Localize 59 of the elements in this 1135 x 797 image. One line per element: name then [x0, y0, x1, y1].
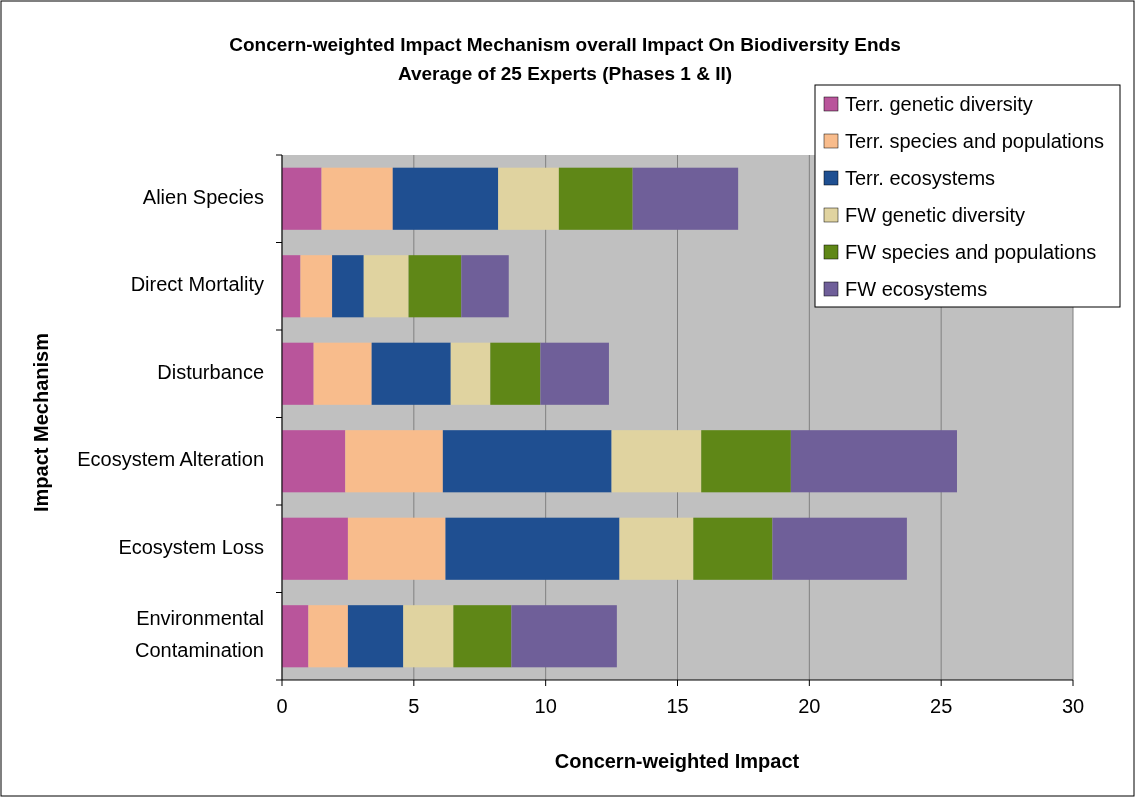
bar	[282, 167, 322, 230]
chart-title: Concern-weighted Impact Mechanism overall Impact On Biodiversity Ends	[229, 34, 901, 55]
bar	[313, 342, 372, 405]
bar	[371, 342, 451, 405]
bar	[450, 342, 491, 405]
y-tick-label: Disturbance	[157, 361, 264, 384]
bar	[347, 517, 446, 580]
x-tick-label: 25	[930, 695, 953, 717]
x-tick-label: 5	[408, 695, 420, 717]
bar	[282, 430, 346, 493]
bar	[442, 430, 612, 493]
bar	[453, 605, 512, 668]
bar	[490, 342, 541, 405]
chart-subtitle: Average of 25 Experts (Phases 1 & II)	[397, 63, 733, 84]
bar	[347, 605, 404, 668]
bar	[540, 342, 609, 405]
y-tick-label: Ecosystem Alteration	[77, 448, 264, 471]
bar	[332, 255, 364, 318]
legend-label: FW species and populations	[845, 241, 1097, 263]
bar	[558, 167, 633, 230]
x-tick-label: 20	[798, 695, 821, 717]
bar	[282, 605, 309, 668]
bar	[282, 342, 314, 405]
bar	[300, 255, 333, 318]
bar	[445, 517, 620, 580]
bar	[511, 605, 617, 668]
x-tick-label: 15	[666, 695, 689, 717]
bar	[790, 430, 957, 493]
bar	[632, 167, 739, 230]
legend-label: Terr. genetic diversity	[845, 93, 1033, 115]
y-tick-label: Alien Species	[142, 186, 264, 209]
bar	[611, 430, 702, 493]
legend-label: Terr. ecosystems	[845, 167, 996, 189]
bar	[308, 605, 348, 668]
bar	[392, 167, 499, 230]
bar	[461, 255, 509, 318]
x-tick-label: 30	[1061, 695, 1085, 717]
bar	[498, 167, 559, 230]
bar	[701, 430, 791, 493]
legend-label: Terr. species and populations	[845, 130, 1105, 152]
legend-label: FW ecosystems	[845, 278, 988, 300]
y-axis-title: Impact Mechanism	[30, 333, 52, 512]
bar	[321, 167, 393, 230]
bar	[772, 517, 907, 580]
bar	[619, 517, 694, 580]
bar	[408, 255, 462, 318]
bar	[693, 517, 773, 580]
y-tick-label: Ecosystem Loss	[118, 536, 264, 559]
bar	[282, 517, 348, 580]
legend-label: FW genetic diversity	[845, 204, 1026, 226]
bar	[345, 430, 443, 493]
y-tick-label: Environmental Contamination	[135, 607, 264, 662]
x-tick-label: 0	[276, 695, 288, 717]
y-tick-label: Direct Mortality	[130, 273, 264, 296]
bar	[363, 255, 409, 318]
x-axis-title: Concern-weighted Impact	[554, 750, 800, 772]
bar	[282, 255, 301, 318]
x-tick-label: 10	[534, 695, 557, 717]
bar	[403, 605, 454, 668]
